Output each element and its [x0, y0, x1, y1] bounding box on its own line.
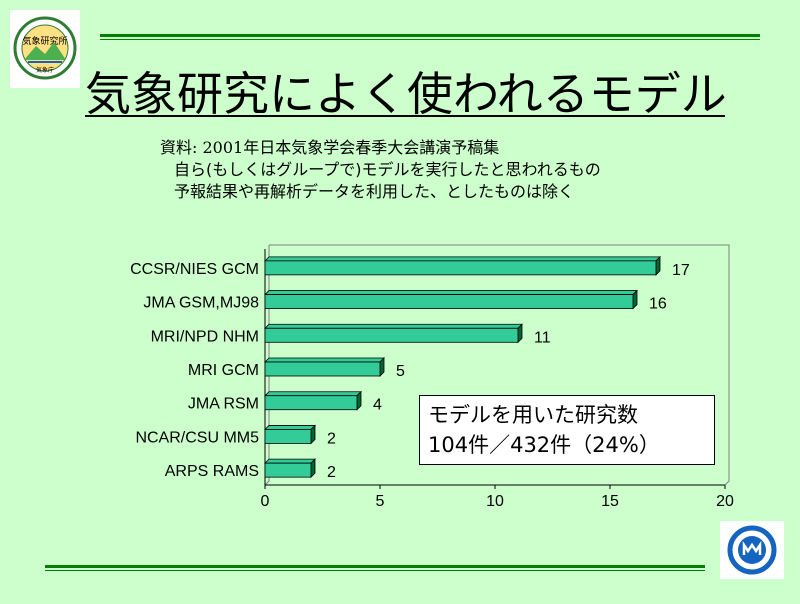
bar — [264, 361, 381, 377]
callout-line-1: モデルを用いた研究数 — [428, 403, 638, 427]
category-label: JMA GSM,MJ98 — [143, 295, 259, 312]
bar-top-face — [264, 256, 661, 262]
source-line-2: 自ら(もしくはグループで)モデルを実行したと思われるもの — [174, 160, 601, 179]
bar — [264, 260, 657, 276]
x-tick-label: 15 — [601, 493, 619, 510]
x-tick-label: 20 — [716, 493, 734, 510]
data-label: 4 — [373, 397, 382, 414]
bar-top-face — [264, 290, 638, 295]
source-line-1: 資料: 2001年日本気象学会春季大会講演予稿集 — [160, 138, 500, 157]
bar — [264, 294, 634, 309]
data-label: 11 — [534, 329, 551, 346]
bar-top-face — [264, 458, 316, 464]
bar-top-face — [264, 323, 523, 329]
logo-top-subtext: 気象庁 — [36, 66, 54, 74]
title-underline — [85, 115, 725, 117]
data-label: 16 — [649, 296, 667, 313]
x-tick-label: 10 — [486, 493, 504, 510]
data-label: 17 — [672, 262, 690, 279]
bottom-accent-line-thin — [45, 570, 705, 571]
category-label: ARPS RAMS — [165, 463, 259, 480]
source-line-3: 予報結果や再解析データを利用した、としたものは除く — [174, 182, 575, 201]
institute-logo-icon: 気象研究所 気象庁 — [13, 16, 77, 80]
bar-top-face — [264, 391, 362, 397]
category-label: NCAR/CSU MM5 — [135, 429, 259, 446]
summary-callout: モデルを用いた研究数 104件／432件（24%） — [419, 395, 715, 465]
bar — [264, 327, 519, 343]
category-label: MRI GCM — [188, 362, 259, 379]
data-label: 2 — [327, 430, 336, 447]
bar-top-face — [264, 425, 316, 430]
x-tick-label: 0 — [261, 493, 270, 510]
agency-logo-icon — [727, 525, 777, 575]
category-label: JMA RSM — [188, 396, 259, 413]
plot-back-wall — [264, 244, 730, 486]
agency-logo — [720, 521, 784, 579]
bar — [264, 462, 312, 478]
data-label: 2 — [327, 464, 336, 481]
slide-title: 気象研究によく使われるモデル — [85, 67, 727, 121]
bottom-accent-line — [45, 565, 705, 568]
x-tick-label: 5 — [376, 493, 385, 510]
top-accent-line-thin — [100, 39, 760, 40]
bar — [264, 429, 312, 444]
callout-line-2: 104件／432件（24%） — [428, 433, 660, 457]
category-label: MRI/NPD NHM — [151, 328, 259, 345]
top-accent-line — [100, 34, 760, 37]
data-label: 5 — [396, 363, 405, 380]
institute-logo: 気象研究所 気象庁 — [10, 10, 80, 88]
category-label: CCSR/NIES GCM — [130, 261, 259, 278]
bar-top-face — [264, 357, 385, 363]
logo-top-text: 気象研究所 — [22, 35, 67, 47]
source-notes: 資料: 2001年日本気象学会春季大会講演予稿集 自ら(もしくはグループで)モデ… — [160, 137, 601, 203]
bar — [264, 395, 358, 411]
